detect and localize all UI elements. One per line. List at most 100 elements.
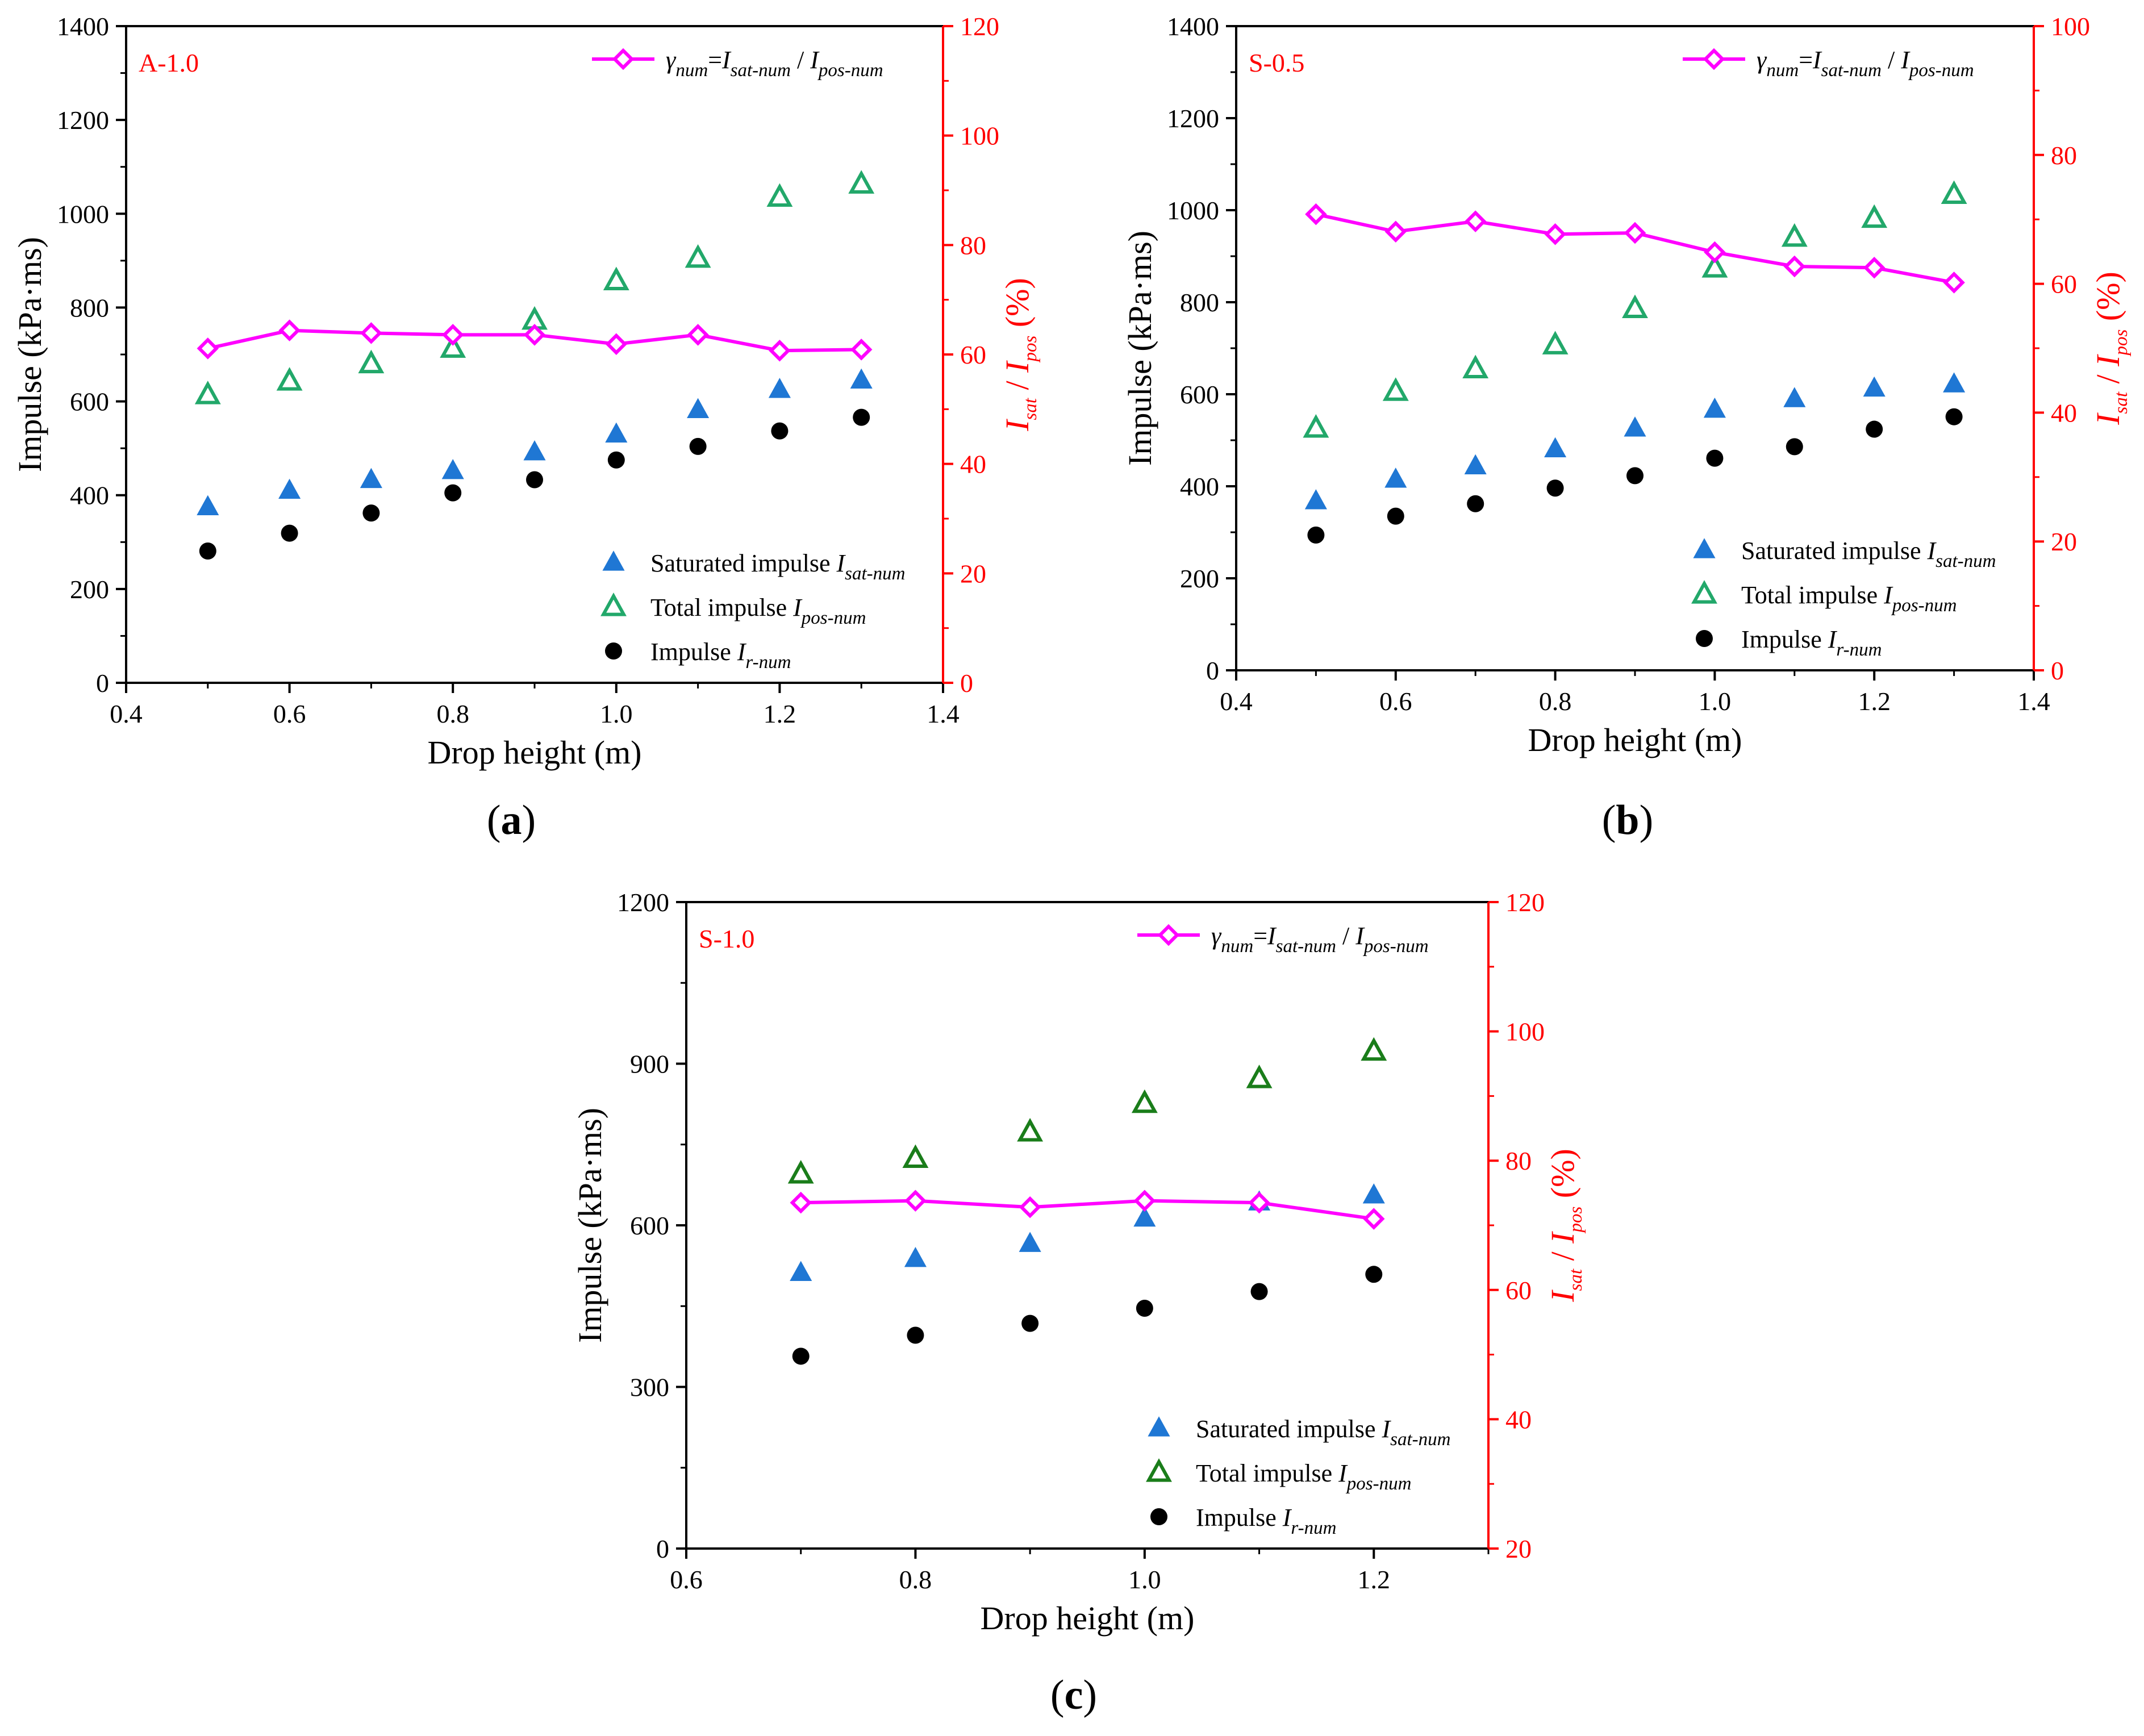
y2-title-unit: (%) [2089, 272, 2126, 329]
legend-circle-filled-icon [605, 642, 622, 660]
ratio-data-point [441, 324, 464, 346]
data-point [1941, 180, 1967, 205]
data-point [768, 378, 791, 398]
x-tick-label: 1.0 [1699, 687, 1732, 716]
caption-open: ( [1602, 797, 1616, 844]
series-pos-num [194, 170, 875, 404]
data-point [1365, 1266, 1383, 1283]
y-tick-label: 1400 [57, 12, 109, 41]
legend-triangle-open-icon [1146, 1458, 1172, 1482]
caption-close: ) [1083, 1672, 1097, 1718]
x-tick-label: 1.4 [927, 699, 960, 728]
panel-caption: (a) [487, 797, 536, 844]
series-r-num [1307, 408, 1963, 544]
data-point [1783, 387, 1806, 407]
y2-tick-label: 40 [1505, 1405, 1532, 1434]
data-point [687, 398, 710, 419]
y-tick-label: 900 [630, 1050, 669, 1079]
legend-subscript: pos-num [1908, 60, 1974, 81]
legend-series-name: Saturated impulse [1196, 1415, 1382, 1443]
y-tick-label: 0 [656, 1534, 669, 1563]
caption-open: ( [1050, 1672, 1065, 1718]
y-axis-title: Impulse (kPa·ms) [572, 1108, 608, 1343]
x-tick-label: 0.4 [1220, 687, 1253, 716]
y2-tick-label: 60 [960, 340, 986, 369]
ratio-series-line [800, 1199, 1374, 1221]
data-point [440, 334, 466, 358]
y2-axis-title: Isat / Ipos (%) [999, 278, 1041, 432]
y2-title-symbol: I [2089, 354, 2126, 367]
y-tick-label: 800 [70, 293, 109, 322]
data-point [281, 524, 298, 542]
legend-ratio-marker-icon [612, 48, 635, 70]
data-point [853, 408, 870, 426]
y2-tick-label: 40 [960, 450, 986, 479]
y2-title-symbol: I [999, 360, 1036, 373]
data-point [607, 451, 625, 469]
y-tick-label: 1200 [1167, 104, 1219, 133]
y2-title-symbol: I [999, 419, 1036, 432]
panel-b: 0.4 0.6 0.8 1.0 1.2 1.40200400600800100012001… [1121, 12, 2132, 758]
data-point [441, 459, 464, 479]
y2-tick-label: 60 [2051, 270, 2077, 299]
ratio-data-point [523, 324, 546, 346]
data-point [902, 1144, 929, 1169]
legend-series-name: Total impulse [1741, 581, 1884, 609]
y-tick-label: 200 [70, 575, 109, 604]
legend-series-symbol: I [1828, 625, 1838, 653]
legend-symbol: I [1355, 922, 1365, 950]
data-point [1467, 495, 1484, 512]
y2-tick-label: 60 [1505, 1276, 1532, 1305]
panel-title: A-1.0 [139, 48, 199, 77]
legend-series-name: Impulse [1196, 1504, 1283, 1531]
y-tick-label: 600 [630, 1211, 669, 1240]
data-point [1250, 1283, 1268, 1300]
legend-series-symbol: I [792, 594, 803, 621]
legend-gamma-subscript: num [1766, 60, 1799, 81]
caption-letter: c [1065, 1672, 1083, 1718]
data-point [1019, 1232, 1041, 1252]
y-tick-label: 1400 [1167, 12, 1219, 41]
legend-series-label: Saturated impulse Isat-num [650, 549, 906, 584]
y2-title-subscript: sat [2111, 391, 2132, 414]
legend-series-label: Total impulse Ipos-num [650, 594, 866, 628]
y2-tick-label: 100 [2051, 12, 2090, 41]
data-point [1943, 372, 1966, 393]
legend-symbol: I [1812, 46, 1822, 74]
legend-series-name: Saturated impulse [650, 549, 837, 577]
legend-gamma: γ [1211, 922, 1222, 950]
legend-series-label: Saturated impulse Isat-num [1741, 537, 1996, 571]
data-point [1703, 397, 1726, 418]
data-point [1781, 223, 1808, 247]
legend-gamma-subscript: num [1221, 936, 1253, 957]
panel-caption: (c) [1050, 1672, 1097, 1718]
ratio-data-point [1363, 1208, 1385, 1230]
legend-ratio-label: γnum=Isat-num / Ipos-num [666, 46, 883, 81]
legend-circle-filled-icon [1696, 630, 1713, 647]
data-point [1304, 489, 1327, 510]
legend-ratio-label: γnum=Isat-num / Ipos-num [1211, 922, 1429, 957]
data-point [771, 422, 789, 440]
caption-close: ) [1640, 797, 1654, 844]
data-point [1863, 376, 1886, 397]
legend-triangle-filled-icon [602, 550, 625, 571]
legend-ratio-marker-icon [1157, 924, 1180, 946]
y2-tick-label: 120 [1505, 888, 1545, 917]
legend-slash: / [1336, 922, 1355, 950]
data-point [360, 468, 382, 489]
legend-series-symbol: I [1282, 1504, 1292, 1531]
x-tick-label: 1.2 [1358, 1565, 1391, 1594]
panel-a: 0.4 0.6 0.8 1.0 1.2 1.40200400600800100012001… [11, 12, 1041, 771]
legend-series-label: Impulse Ir-num [1196, 1504, 1336, 1538]
ratio-data-point [769, 340, 791, 362]
y-tick-label: 400 [1180, 472, 1219, 501]
legend-series-subscript: sat-num [845, 564, 905, 584]
y2-title-subscript: sat [1020, 398, 1041, 420]
data-point [1387, 507, 1404, 525]
legend-series-symbol: I [1883, 581, 1893, 609]
caption-open: ( [487, 797, 501, 844]
data-point [199, 542, 216, 560]
data-point [197, 495, 219, 515]
series-r-num [199, 408, 870, 560]
data-point [1706, 449, 1724, 467]
